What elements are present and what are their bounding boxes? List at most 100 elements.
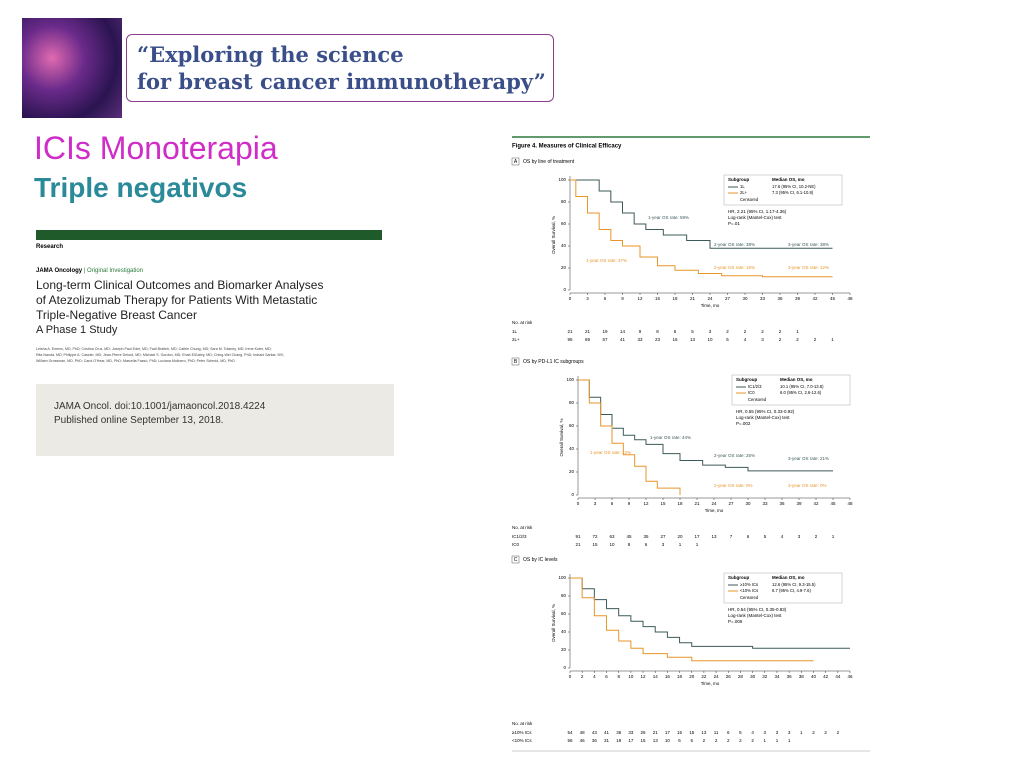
x-tick-label: 46 xyxy=(847,674,853,679)
survival-curve xyxy=(570,577,814,662)
at-risk-count: 8 xyxy=(628,542,631,547)
separator: | xyxy=(83,268,86,274)
citation-box: JAMA Oncol. doi:10.1001/jamaoncol.2018.4… xyxy=(36,384,394,456)
at-risk-label: No. at risk xyxy=(512,320,533,325)
hr: HR, 0.55 (95% CI, 0.33-0.92) xyxy=(736,409,795,414)
x-tick-label: 15 xyxy=(660,501,666,506)
x-tick-label: 0 xyxy=(569,296,572,301)
annotation: 2-year OS rate: 38% xyxy=(714,242,755,247)
at-risk-count: 16 xyxy=(672,337,678,342)
x-axis-label: Time, mo xyxy=(701,681,720,686)
at-risk-count: 31 xyxy=(604,738,610,743)
x-tick-label: 34 xyxy=(774,674,780,679)
at-risk-count: 1 xyxy=(696,542,699,547)
at-risk-count: 33 xyxy=(637,337,643,342)
legend-box xyxy=(723,174,843,206)
x-tick-label: 0 xyxy=(569,674,572,679)
at-risk-count: 20 xyxy=(677,534,683,539)
at-risk-count: 2 xyxy=(703,738,706,743)
at-risk-count: 45 xyxy=(626,534,632,539)
at-risk-count: 1 xyxy=(776,738,779,743)
x-tick-label: 45 xyxy=(830,296,836,301)
at-risk-count: 21 xyxy=(585,329,591,334)
legend-header: Median OS, mo xyxy=(772,575,805,580)
quote-box: “Exploring the science for breast cancer… xyxy=(126,34,554,102)
slide-title: ICIs Monoterapia xyxy=(34,130,278,166)
legend-censored: Censored xyxy=(740,595,759,600)
legend-box xyxy=(731,374,851,406)
test: Log-rank (Mantel-Cox) test xyxy=(728,613,782,618)
x-tick-label: 33 xyxy=(760,296,766,301)
at-risk-count: 5 xyxy=(726,337,729,342)
x-tick-label: 44 xyxy=(835,674,841,679)
legend-median: 17.6 (95% CI, 10.2-NE) xyxy=(772,184,816,189)
at-risk-count: 19 xyxy=(602,329,608,334)
at-risk-count: 2 xyxy=(814,337,817,342)
x-tick-label: 38 xyxy=(799,674,805,679)
journal-name: JAMA Oncology xyxy=(36,268,83,274)
x-tick-label: 9 xyxy=(628,501,631,506)
y-tick-label: 100 xyxy=(558,177,566,182)
x-tick-label: 12 xyxy=(641,674,647,679)
x-tick-label: 39 xyxy=(796,501,802,506)
at-risk-count: 2 xyxy=(779,337,782,342)
x-tick-label: 14 xyxy=(653,674,659,679)
annotation: 1-year OS rate: 59% xyxy=(648,215,689,220)
y-tick-label: 60 xyxy=(561,221,567,226)
y-tick-label: 20 xyxy=(561,647,567,652)
at-risk-count: 14 xyxy=(620,329,626,334)
at-risk-count: 2 xyxy=(726,329,729,334)
x-tick-label: 2 xyxy=(581,674,584,679)
at-risk-count: 27 xyxy=(660,534,666,539)
x-tick-label: 33 xyxy=(762,501,768,506)
y-axis-label: Overall Survival, % xyxy=(551,216,556,254)
hr: HR, 2.21 (95% CI, 1.17-4.36) xyxy=(728,209,787,214)
figure-title: Figure 4. Measures of Clinical Efficacy xyxy=(512,144,622,150)
at-risk-count: 9 xyxy=(639,329,642,334)
at-risk-count: 10 xyxy=(609,542,615,547)
x-tick-label: 3 xyxy=(594,501,597,506)
legend-censored: Censored xyxy=(748,397,767,402)
x-tick-label: 42 xyxy=(812,296,818,301)
legend-header: Subgroup xyxy=(728,575,749,580)
x-tick-label: 24 xyxy=(714,674,720,679)
at-risk-count: 13 xyxy=(711,534,717,539)
x-tick-label: 6 xyxy=(604,296,607,301)
at-risk-count: 21 xyxy=(567,329,573,334)
y-tick-label: 20 xyxy=(561,265,567,270)
at-risk-count: 2 xyxy=(761,329,764,334)
at-risk-count: 4 xyxy=(781,534,784,539)
x-tick-label: 10 xyxy=(628,674,634,679)
at-risk-name: ≥10% ICs xyxy=(512,730,532,735)
at-risk-count: 26 xyxy=(641,730,647,735)
legend-name: <10% ICs xyxy=(740,588,758,593)
at-risk-name: 2L+ xyxy=(512,337,520,342)
at-risk-count: 5 xyxy=(691,329,694,334)
x-tick-label: 45 xyxy=(830,501,836,506)
at-risk-count: 2 xyxy=(715,738,718,743)
at-risk-count: 41 xyxy=(620,337,626,342)
panel-letter: C xyxy=(514,557,518,563)
x-tick-label: 21 xyxy=(694,501,700,506)
legend-median: 10.1 (95% CI, 7.0-13.8) xyxy=(780,384,824,389)
x-tick-label: 36 xyxy=(779,501,785,506)
at-risk-count: 2 xyxy=(815,534,818,539)
x-tick-label: 42 xyxy=(813,501,819,506)
x-tick-label: 48 xyxy=(847,501,853,506)
at-risk-count: 33 xyxy=(628,730,634,735)
x-tick-label: 32 xyxy=(762,674,768,679)
at-risk-count: 2 xyxy=(727,738,730,743)
at-risk-count: 11 xyxy=(714,730,719,735)
legend-header: Median OS, mo xyxy=(780,377,813,382)
x-tick-label: 20 xyxy=(689,674,695,679)
x-tick-label: 9 xyxy=(621,296,624,301)
at-risk-count: 13 xyxy=(690,337,696,342)
legend-header: Subgroup xyxy=(736,377,757,382)
green-bar xyxy=(36,230,382,240)
annotation: 3-year OS rate: 38% xyxy=(788,242,829,247)
x-tick-label: 40 xyxy=(811,674,817,679)
article-title: Long-term Clinical Outcomes and Biomarke… xyxy=(36,278,394,338)
at-risk-count: 1 xyxy=(832,534,835,539)
p-value: P=.006 xyxy=(728,619,743,624)
annotation: 2-year OS rate: 0% xyxy=(714,483,753,488)
